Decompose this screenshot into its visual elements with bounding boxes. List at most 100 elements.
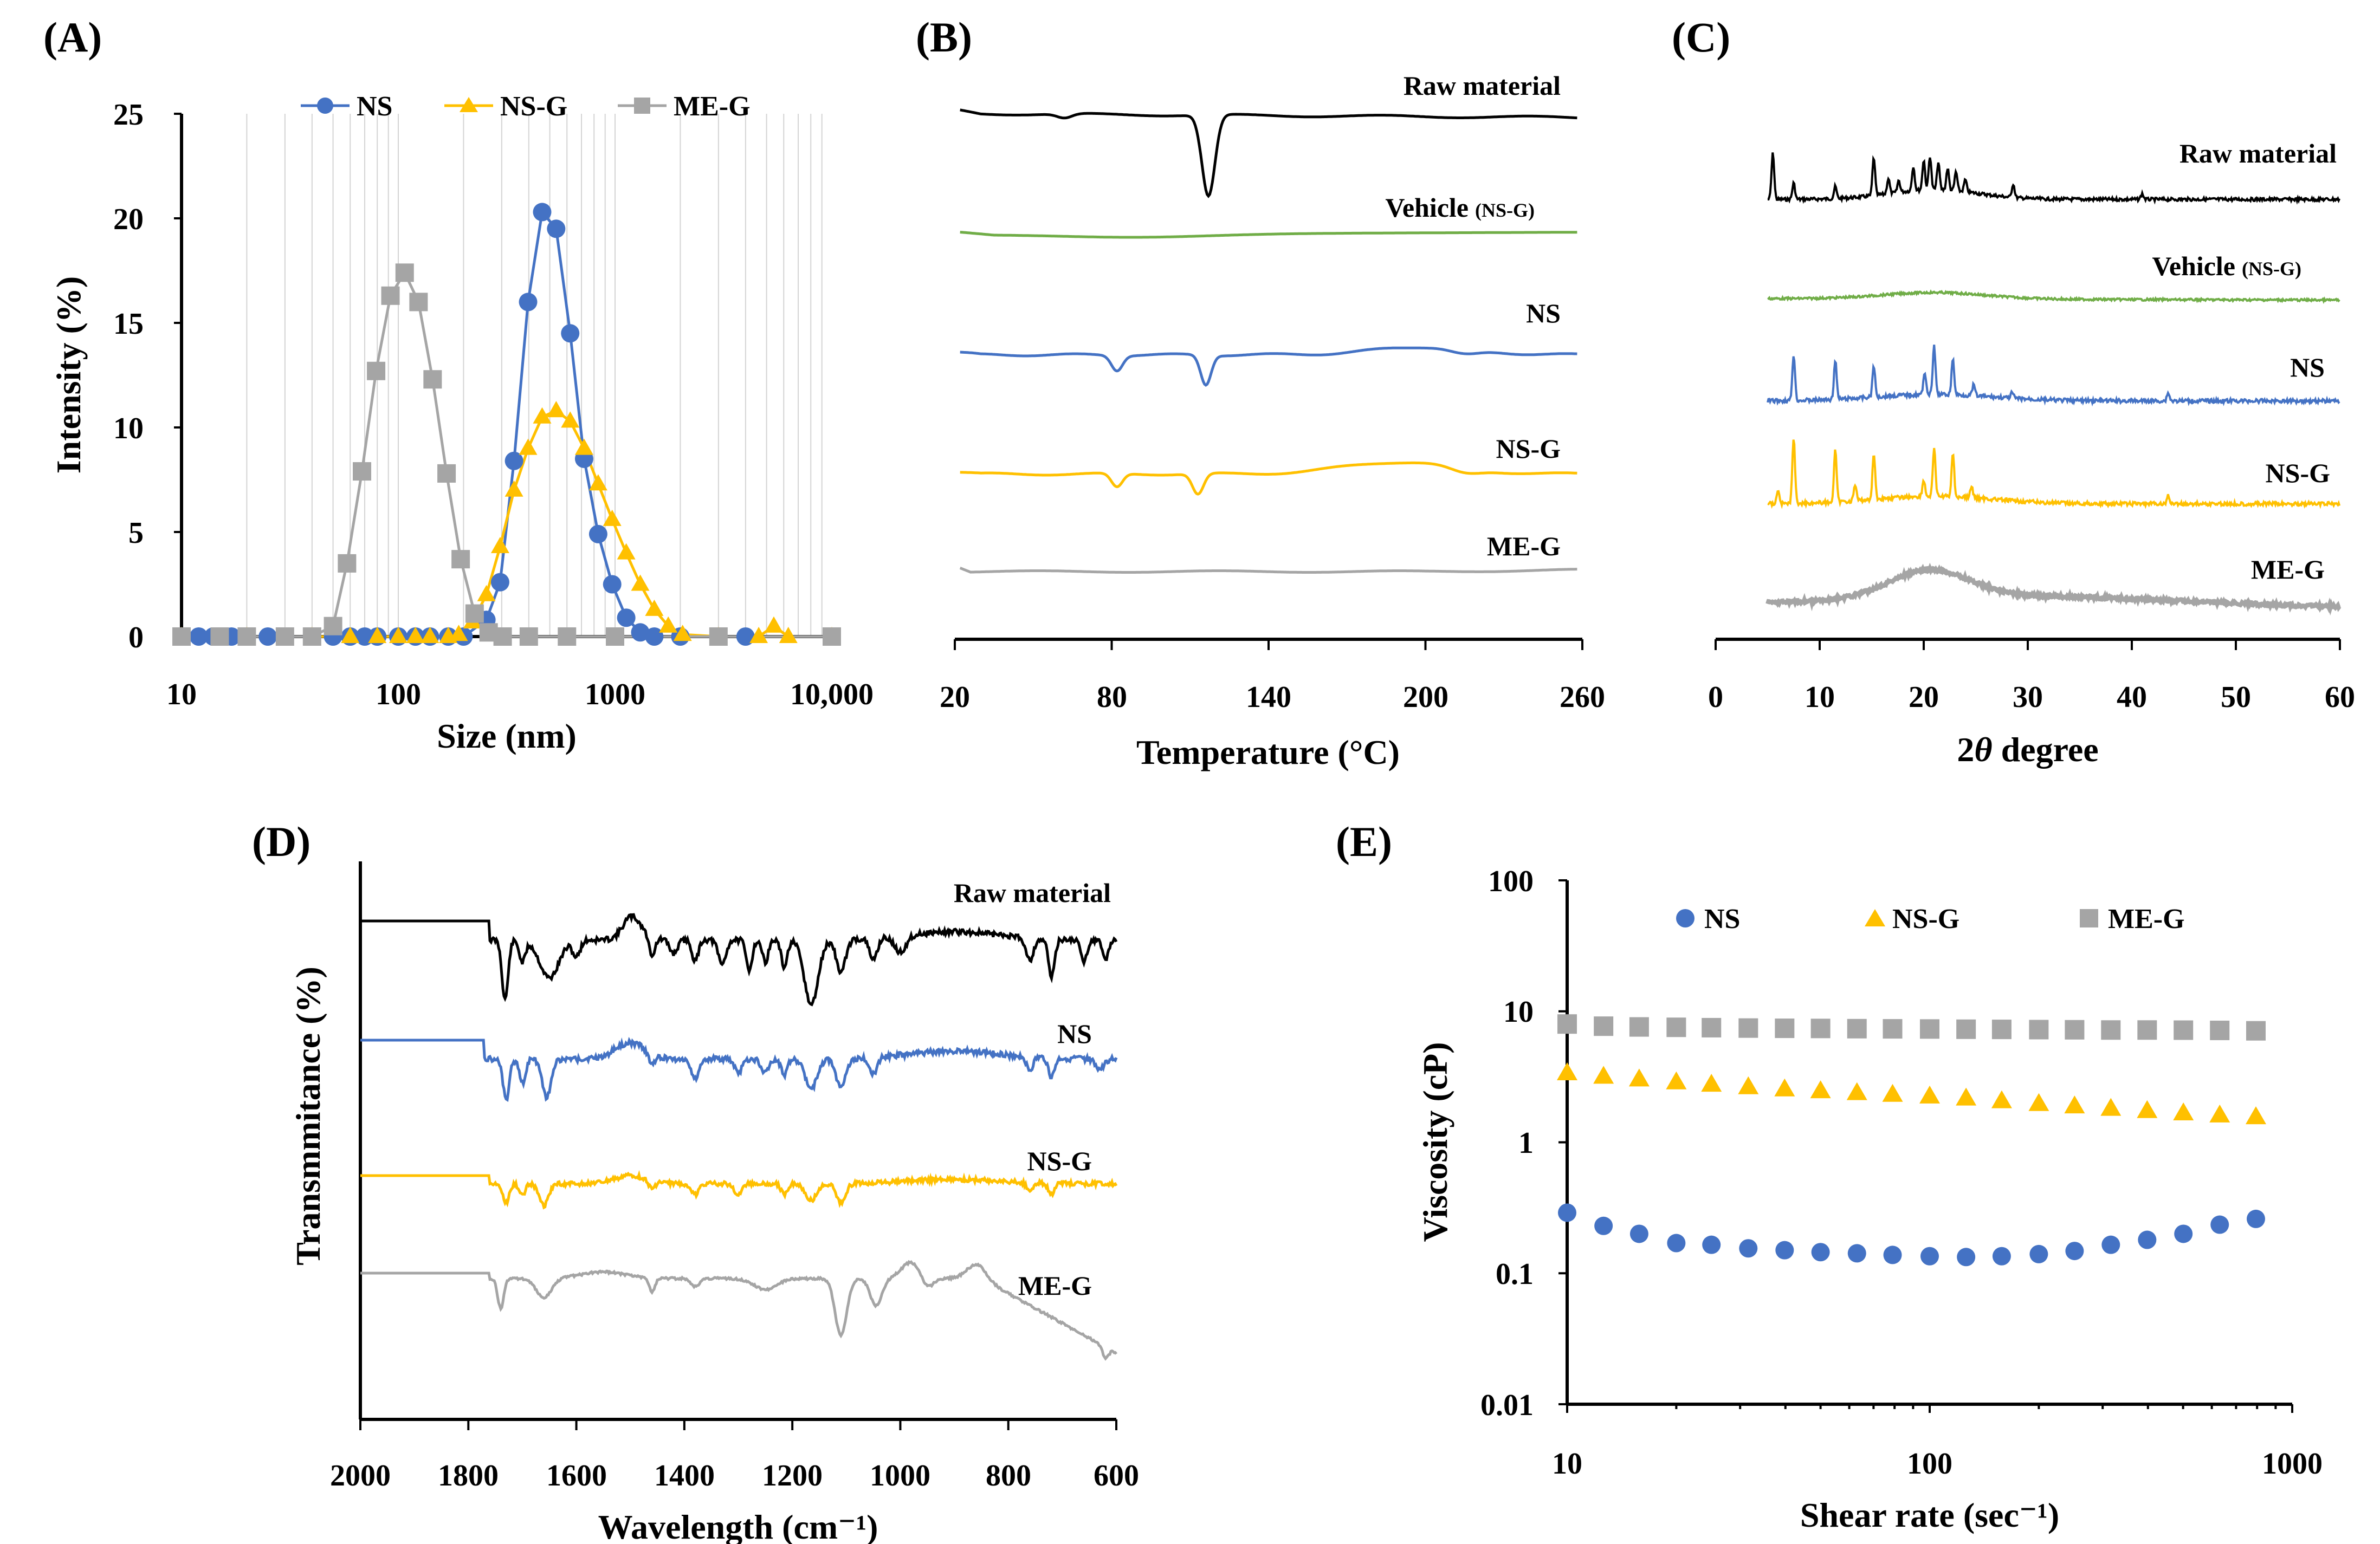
panel-c-nsg-pattern bbox=[1767, 439, 2341, 509]
panel-e-meg-point bbox=[1702, 1017, 1722, 1037]
panel-a-ns-point bbox=[561, 324, 580, 343]
panel-b-label-nsg: NS-G bbox=[1496, 433, 1561, 464]
panel-a: (A) 10 100 1000 10,000 0 5 10 15 20 25 S… bbox=[43, 14, 874, 755]
panel-e-nsg-point bbox=[2245, 1106, 2266, 1125]
panel-e-ns-point bbox=[2246, 1209, 2265, 1228]
panel-d-xtick-1600: 1600 bbox=[546, 1459, 607, 1493]
panel-c-label-vehicle-suffix: (NS-G) bbox=[2242, 258, 2301, 280]
panel-a-meg-point bbox=[558, 627, 577, 646]
panel-b-xtick-200: 200 bbox=[1403, 680, 1448, 714]
panel-d-nsg-spectrum bbox=[360, 1170, 1118, 1210]
panel-a-ns-point bbox=[736, 627, 755, 646]
panel-e-meg-point bbox=[1920, 1019, 1939, 1039]
panel-e-label: (E) bbox=[1336, 818, 1392, 865]
panel-a-meg-point bbox=[493, 627, 512, 646]
panel-e-nsg-point bbox=[1557, 1062, 1577, 1081]
panel-d-label-raw: Raw material bbox=[954, 878, 1111, 908]
panel-a-gridlines bbox=[181, 114, 823, 637]
panel-c-label-raw: Raw material bbox=[2179, 138, 2337, 168]
panel-d-xtick-1200: 1200 bbox=[762, 1459, 823, 1493]
panel-a-nsg-point bbox=[505, 480, 523, 497]
panel-d-meg-spectrum bbox=[360, 1260, 1118, 1361]
panel-e-nsg-point bbox=[1919, 1085, 1940, 1104]
panel-e-ns-point bbox=[1629, 1224, 1648, 1243]
panel-e-meg-point bbox=[1738, 1018, 1758, 1038]
panel-c-xtick-10: 10 bbox=[1805, 680, 1835, 714]
panel-e-ns-point bbox=[1992, 1247, 2011, 1266]
panel-b-xtick-260: 260 bbox=[1560, 680, 1605, 714]
panel-a-ns-point bbox=[547, 219, 566, 238]
legend-ns-marker bbox=[317, 98, 333, 114]
panel-a-ytick-0: 0 bbox=[128, 621, 144, 654]
legend-ns-label: NS bbox=[1704, 904, 1740, 935]
panel-e-ns-point bbox=[2065, 1242, 2084, 1261]
panel-c-vehicle-pattern bbox=[1767, 289, 2340, 304]
panel-e-ns-point bbox=[2210, 1215, 2229, 1234]
legend-nsg-marker bbox=[460, 97, 478, 112]
panel-c-meg-pattern bbox=[1765, 562, 2342, 616]
panel-a-meg-point bbox=[823, 627, 841, 646]
panel-e: (E) 10 100 1000 0.01 0.1 1 10 100 Shear … bbox=[1336, 818, 2323, 1534]
panel-a-meg-point bbox=[210, 627, 229, 646]
panel-d-xtick-1400: 1400 bbox=[654, 1459, 715, 1493]
panel-a-meg-point bbox=[237, 627, 256, 646]
panel-e-xtick-10: 10 bbox=[1552, 1447, 1582, 1481]
panel-b-xtick-80: 80 bbox=[1097, 680, 1127, 714]
panel-c-xtick-20: 20 bbox=[1909, 680, 1939, 714]
panel-e-ns-point bbox=[1920, 1247, 1939, 1266]
panel-d-label: (D) bbox=[252, 818, 311, 865]
panel-a-meg-point bbox=[423, 370, 442, 389]
panel-a-meg-point bbox=[275, 627, 294, 646]
panel-e-ytick-10: 10 bbox=[1503, 995, 1534, 1029]
legend-meg-label: ME-G bbox=[2108, 904, 2185, 935]
panel-e-ns-point bbox=[1702, 1235, 1721, 1254]
panel-a-nsg-point bbox=[519, 438, 538, 455]
panel-e-nsg-point bbox=[2028, 1093, 2049, 1111]
panel-a-meg-point bbox=[451, 550, 470, 569]
panel-c-raw-pattern bbox=[1767, 152, 2341, 205]
panel-a-ytick-5: 5 bbox=[128, 516, 144, 550]
panel-a-nsg-point bbox=[449, 625, 468, 641]
panel-e-nsg-point bbox=[1991, 1090, 2012, 1108]
panel-e-nsg-point bbox=[2137, 1100, 2158, 1118]
legend-meg-marker bbox=[2080, 909, 2098, 927]
panel-a-nsg-point bbox=[673, 625, 692, 641]
panel-e-meg-point bbox=[1810, 1018, 1831, 1039]
panel-d-xtick-600: 600 bbox=[1094, 1459, 1139, 1493]
panel-a-meg-point bbox=[465, 604, 484, 623]
panel-b-label-vehicle: Vehicle bbox=[1385, 192, 1469, 223]
panel-a-nsg-point bbox=[490, 537, 509, 554]
panel-a-ytick-15: 15 bbox=[113, 307, 144, 341]
panel-a-ytick-20: 20 bbox=[113, 203, 144, 236]
legend-nsg-label: NS-G bbox=[1892, 904, 1959, 935]
panel-e-ns-point bbox=[1775, 1241, 1794, 1260]
panel-e-legend: NS NS-G ME-G bbox=[1676, 904, 2185, 935]
panel-e-meg-point bbox=[2029, 1020, 2049, 1040]
panel-e-xtick-1000: 1000 bbox=[2262, 1447, 2323, 1481]
panel-e-ns-point bbox=[1739, 1239, 1758, 1258]
panel-c-label: (C) bbox=[1672, 14, 1730, 61]
panel-b-vehicle-curve bbox=[960, 231, 1577, 239]
panel-e-ytick-001: 0.01 bbox=[1480, 1389, 1534, 1422]
panel-a-nsg-point bbox=[749, 627, 768, 643]
panel-e-ytick-1: 1 bbox=[1518, 1126, 1534, 1160]
panel-a-nsg-point bbox=[779, 627, 798, 643]
panel-e-nsg-point bbox=[1956, 1087, 1977, 1106]
panel-e-ns-point bbox=[1883, 1245, 1902, 1264]
panel-e-nsg-point bbox=[1666, 1071, 1687, 1089]
panel-c-xtick-60: 60 bbox=[2325, 680, 2355, 714]
panel-e-ytick-100: 100 bbox=[1488, 865, 1534, 898]
panel-a-meg-point bbox=[302, 627, 321, 646]
panel-e-nsg-point bbox=[1738, 1076, 1759, 1094]
panel-c-label-ns: NS bbox=[2290, 352, 2325, 382]
panel-a-ytick-25: 25 bbox=[113, 98, 144, 132]
panel-c-xlabel: 2θ degree bbox=[1957, 730, 2098, 769]
panel-a-ns-line bbox=[182, 209, 832, 638]
panel-d-xlabel: Wavelength (cm⁻¹) bbox=[598, 1508, 878, 1544]
panel-e-meg-point bbox=[1557, 1014, 1577, 1034]
panel-e-nsg-point bbox=[1774, 1078, 1795, 1097]
panel-a-ns-point bbox=[631, 623, 650, 642]
panel-b-label-raw: Raw material bbox=[1404, 70, 1561, 101]
panel-e-meg-point bbox=[1956, 1019, 1976, 1039]
panel-e-meg-point bbox=[1847, 1018, 1867, 1039]
